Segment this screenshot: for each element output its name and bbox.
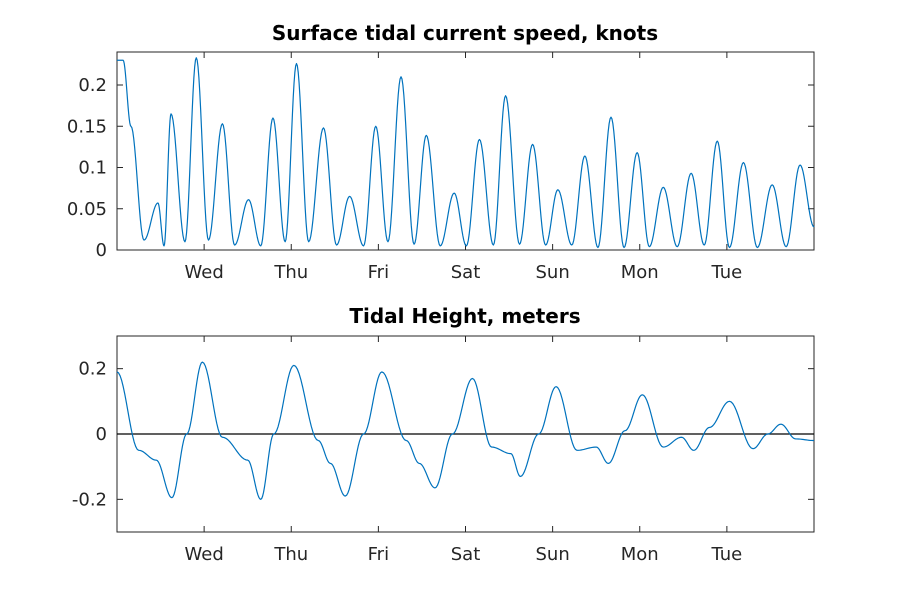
y-tick-label: 0.2 [78, 359, 107, 380]
y-tick-label: -0.2 [72, 489, 107, 510]
x-tick-label: Sat [451, 262, 481, 283]
series-line [116, 361, 815, 500]
tidal-height-panel: Tidal Height, meters -0.2 0 0.2 Wed Thu Fri Sa… [72, 304, 815, 565]
y-tick-label: 0.2 [78, 75, 107, 96]
y-tick-label: 0.15 [67, 116, 107, 137]
x-tick-label: Mon [621, 262, 659, 283]
x-tick-label: Thu [273, 262, 308, 283]
x-tick-label: Tue [711, 544, 743, 565]
y-tick-label: 0 [96, 240, 107, 261]
tidal-height-ticks: -0.2 0 0.2 Wed Thu Fri Sat Sun Mon Tue [72, 336, 814, 565]
y-tick-label: 0.1 [78, 158, 107, 179]
x-tick-label: Wed [185, 262, 224, 283]
x-tick-label: Fri [368, 544, 389, 565]
x-tick-label: Sun [536, 262, 570, 283]
x-tick-label: Fri [368, 262, 389, 283]
x-tick-label: Tue [711, 262, 743, 283]
x-tick-label: Sun [536, 544, 570, 565]
y-tick-label: 0.05 [67, 199, 107, 220]
x-tick-label: Thu [273, 544, 308, 565]
current-speed-ticks: 0 0.05 0.1 0.15 0.2 Wed Thu Fri Sat Sun Mon Tue [67, 52, 814, 283]
current-speed-axes [116, 51, 815, 251]
current-speed-series [116, 57, 815, 249]
current-speed-panel: Surface tidal current speed, knots 0 0.05… [67, 21, 815, 283]
x-tick-label: Wed [185, 544, 224, 565]
x-tick-label: Mon [621, 544, 659, 565]
x-tick-label: Sat [451, 544, 481, 565]
tidal-height-title: Tidal Height, meters [349, 304, 580, 328]
current-speed-title: Surface tidal current speed, knots [272, 21, 658, 45]
tidal-height-series [116, 361, 815, 500]
series-line [116, 57, 815, 249]
y-tick-label: 0 [96, 424, 107, 445]
